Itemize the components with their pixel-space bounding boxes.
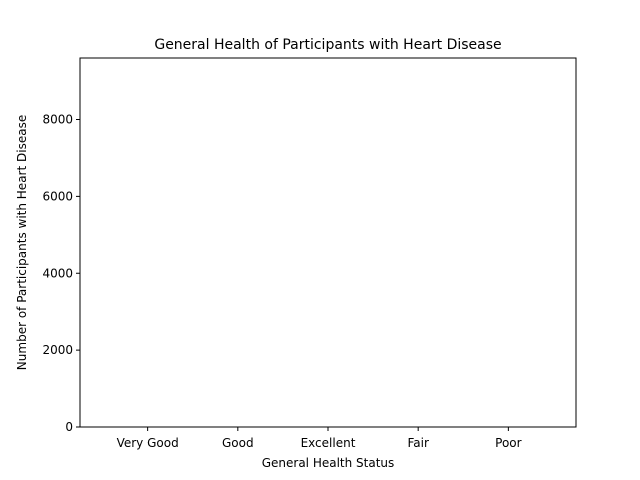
plot-frame [79,57,577,428]
y-tick-label: 0 [65,420,73,434]
x-axis-label: General Health Status [262,456,395,470]
x-tick-label: Good [222,436,254,450]
x-tick-label: Fair [407,436,428,450]
x-tick-label: Very Good [117,436,179,450]
x-tick-label: Poor [495,436,521,450]
y-tick-label: 4000 [42,266,73,280]
y-axis-ticks: 0 2000 4000 6000 8000 [42,113,80,434]
x-axis-ticks: Very Good Good Excellent Fair Poor [117,427,522,450]
x-tick-label: Excellent [301,436,356,450]
y-tick-label: 2000 [42,343,73,357]
y-tick-label: 8000 [42,113,73,127]
chart-title: General Health of Participants with Hear… [154,37,501,53]
y-axis-label: Number of Participants with Heart Diseas… [15,115,29,370]
y-tick-label: 6000 [42,189,73,203]
plot-area [79,57,577,428]
